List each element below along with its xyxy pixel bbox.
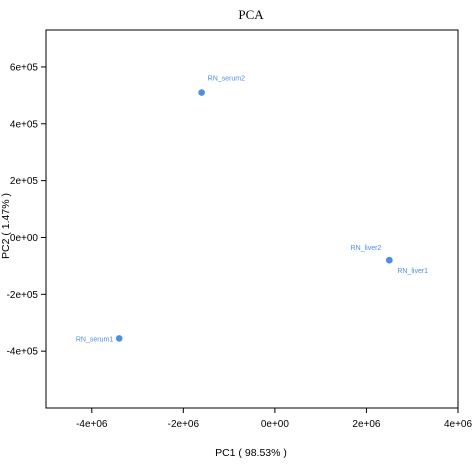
axis-ticks: -4e+06 -2e+06 0e+00 2e+06 4e+06 -4e+05 -2e+05 0… — [7, 62, 473, 430]
plot-frame — [45, 29, 459, 409]
y-tick-label: -4e+05 — [7, 347, 39, 358]
data-points: RN_serum2 RN_liver2 RN_liver1 RN_serum1 — [76, 76, 428, 344]
x-tick-label: 0e+00 — [261, 419, 290, 430]
data-point — [386, 256, 393, 264]
chart-title: PCA — [238, 7, 264, 22]
y-tick-label: 4e+05 — [10, 119, 39, 130]
point-label: RN_serum2 — [208, 76, 245, 83]
x-axis-label: PC1 ( 98.53% ) — [215, 447, 287, 459]
y-tick-label: 0e+00 — [10, 233, 39, 244]
y-tick-label: 2e+05 — [10, 176, 39, 187]
data-point — [115, 335, 123, 342]
x-tick-label: 4e+06 — [444, 419, 473, 430]
data-point — [198, 89, 205, 96]
y-tick-label: -2e+05 — [7, 290, 39, 301]
y-tick-label: 6e+05 — [10, 62, 39, 73]
point-label: RN_serum1 — [76, 336, 113, 343]
point-label: RN_liver2 — [351, 245, 382, 252]
x-tick-label: -4e+06 — [76, 419, 108, 430]
x-tick-label: -2e+06 — [168, 419, 200, 430]
x-tick-label: 2e+06 — [352, 419, 381, 430]
y-axis-label: PC2 ( 1.47% ) — [0, 193, 12, 259]
point-label: RN_liver1 — [397, 268, 428, 275]
